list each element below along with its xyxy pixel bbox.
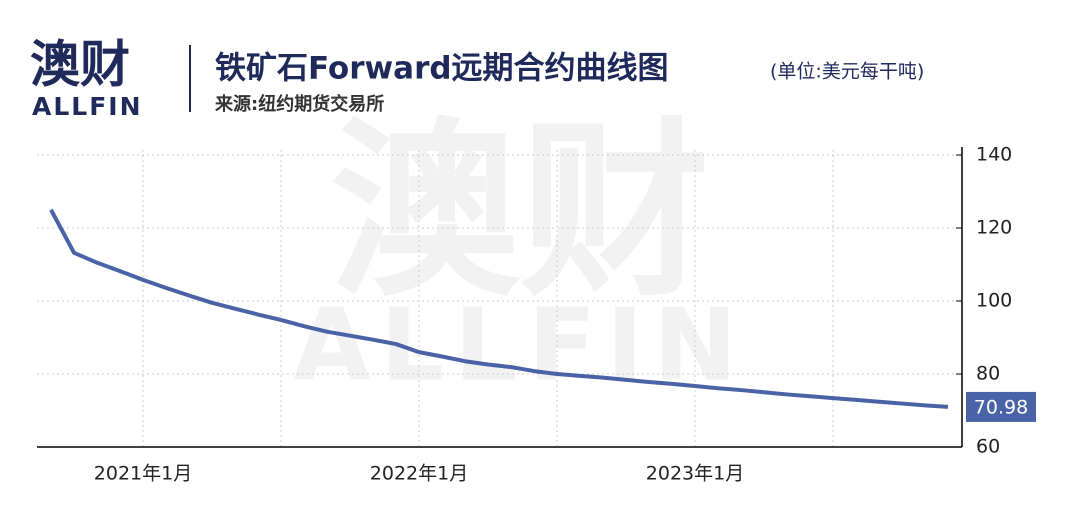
source: 来源:纽约期货交易所 bbox=[214, 93, 384, 115]
y-tick-label: 100 bbox=[976, 290, 1012, 312]
watermark: 澳财 bbox=[330, 101, 710, 322]
y-tick-label: 60 bbox=[976, 436, 1000, 458]
y-tick-label: 120 bbox=[976, 217, 1012, 239]
end-label-box bbox=[966, 391, 1036, 422]
line bbox=[49, 208, 949, 409]
logo: 澳财 bbox=[30, 36, 130, 94]
unit: (单位:美元每干吨) bbox=[770, 61, 924, 83]
x-tick-label: 2021年1月 bbox=[94, 463, 192, 485]
x-tick-label: 2022年1月 bbox=[370, 463, 468, 485]
y-tick-label: 140 bbox=[976, 144, 1012, 166]
title: 铁矿石Forward远期合约曲线图 bbox=[215, 51, 669, 87]
logo-sub: ALLFIN bbox=[32, 92, 143, 121]
x-tick-label: 2023年1月 bbox=[646, 463, 744, 485]
end-label: 70.98 bbox=[974, 396, 1028, 418]
y-tick-label: 80 bbox=[976, 363, 1000, 385]
